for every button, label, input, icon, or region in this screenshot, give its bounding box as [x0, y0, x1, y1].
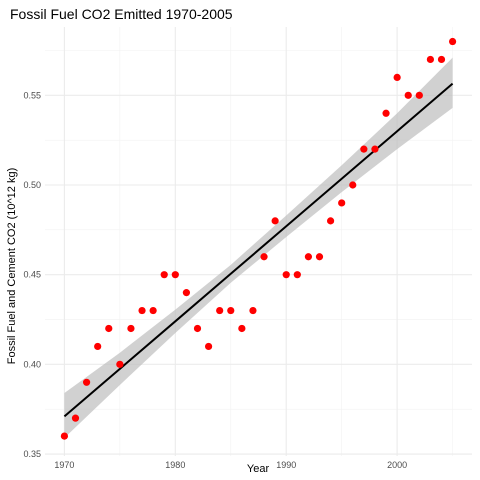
data-point: [82, 378, 91, 386]
data-point: [349, 181, 357, 189]
x-tick-label: 1990: [276, 460, 296, 470]
data-point: [127, 324, 135, 333]
y-tick-label: 0.55: [23, 90, 41, 100]
data-points: [60, 37, 457, 440]
data-point: [138, 306, 146, 315]
y-tick-label: 0.45: [23, 270, 41, 280]
data-point: [426, 55, 435, 64]
data-point: [338, 199, 346, 207]
data-point: [60, 432, 69, 440]
confidence-band: [64, 57, 453, 438]
data-point: [382, 109, 390, 117]
data-point: [371, 145, 379, 153]
data-point: [160, 271, 168, 279]
data-point: [216, 306, 224, 315]
data-point: [249, 306, 257, 315]
data-point: [227, 306, 235, 315]
data-point: [193, 324, 202, 333]
data-point: [71, 414, 80, 422]
x-tick-label: 2000: [387, 460, 407, 470]
y-tick-label: 0.35: [23, 449, 41, 459]
data-point: [105, 324, 113, 333]
x-tick-label: 1970: [54, 460, 74, 470]
data-point: [404, 91, 412, 99]
x-tick-label: 1980: [165, 460, 185, 470]
data-point: [360, 145, 368, 153]
data-point: [326, 217, 335, 225]
data-point: [293, 271, 301, 279]
data-point: [182, 289, 191, 297]
fit-line-layer: [63, 82, 454, 418]
data-point: [271, 217, 279, 225]
data-point: [149, 306, 157, 315]
data-point: [260, 253, 268, 261]
y-axis-title: Fossil Fuel and Cement CO2 (10^12 kg): [6, 168, 18, 365]
data-point: [315, 253, 324, 261]
x-axis-title: Year: [247, 463, 270, 475]
data-point: [171, 271, 179, 279]
grid: [45, 27, 472, 456]
data-point: [448, 37, 457, 46]
confidence-band-layer: [64, 57, 453, 438]
data-point: [437, 55, 446, 64]
data-point: [94, 342, 102, 351]
data-point: [393, 73, 401, 81]
data-point: [238, 324, 246, 333]
y-tick-label: 0.40: [23, 359, 41, 369]
data-point: [415, 91, 423, 99]
data-point: [304, 253, 313, 261]
data-point: [116, 360, 124, 368]
chart-title: Fossil Fuel CO2 Emitted 1970-2005: [10, 6, 233, 22]
data-point: [204, 342, 213, 351]
data-point: [282, 271, 290, 279]
y-tick-label: 0.50: [23, 180, 41, 190]
tick-labels: 1970 1980 1990 2000 0.35 0.40 0.45 0.50 0.55: [23, 90, 407, 470]
regression-line: [63, 82, 454, 418]
